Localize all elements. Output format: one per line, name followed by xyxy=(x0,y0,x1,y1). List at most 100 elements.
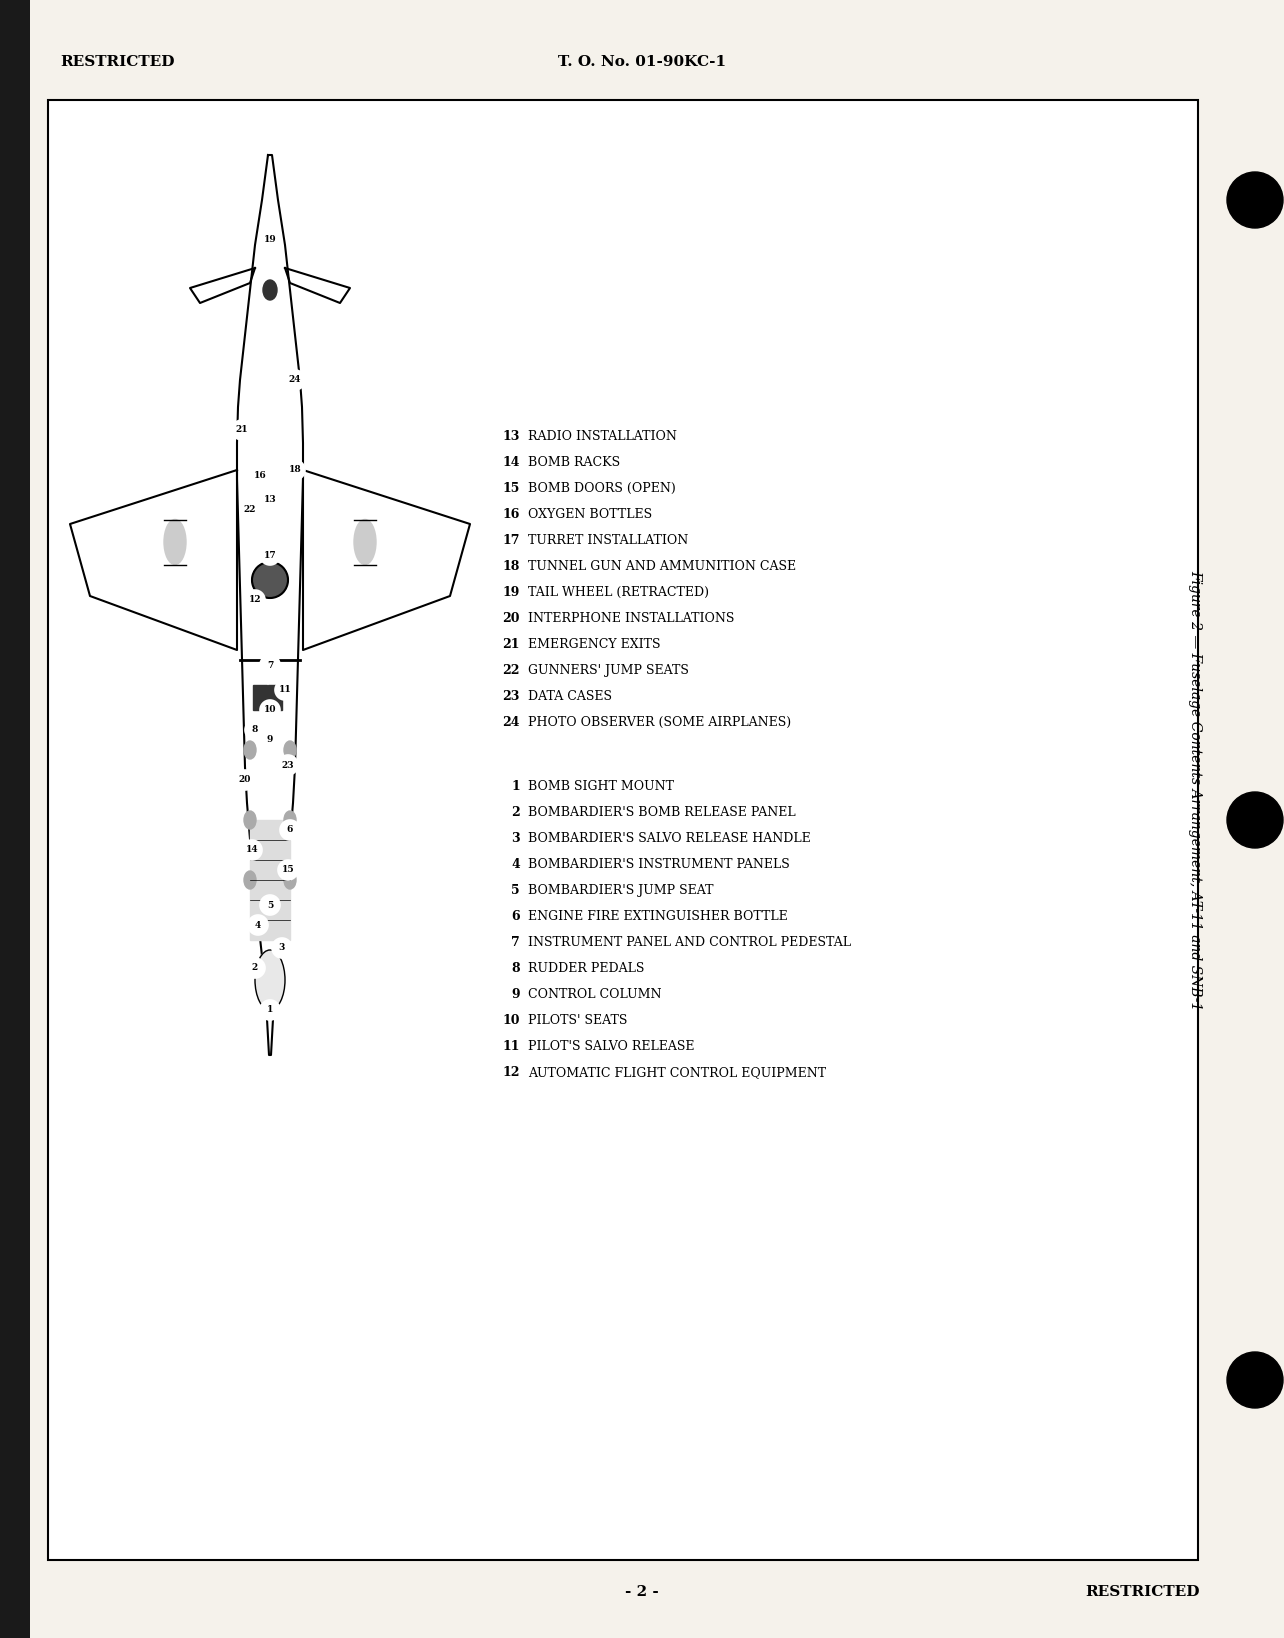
Text: ENGINE FIRE EXTINGUISHER BOTTLE: ENGINE FIRE EXTINGUISHER BOTTLE xyxy=(528,911,788,922)
Text: 23: 23 xyxy=(281,760,294,770)
Ellipse shape xyxy=(256,950,285,1011)
Text: BOMBARDIER'S BOMB RELEASE PANEL: BOMBARDIER'S BOMB RELEASE PANEL xyxy=(528,806,796,819)
Text: 16: 16 xyxy=(254,470,266,480)
Text: BOMB DOORS (OPEN): BOMB DOORS (OPEN) xyxy=(528,482,675,495)
Circle shape xyxy=(259,229,280,251)
Circle shape xyxy=(240,500,259,519)
Circle shape xyxy=(245,958,265,978)
Text: 21: 21 xyxy=(502,637,520,650)
Text: INSTRUMENT PANEL AND CONTROL PEDESTAL: INSTRUMENT PANEL AND CONTROL PEDESTAL xyxy=(528,935,851,948)
Circle shape xyxy=(272,939,291,958)
Text: 8: 8 xyxy=(511,962,520,975)
Text: GUNNERS' JUMP SEATS: GUNNERS' JUMP SEATS xyxy=(528,663,690,676)
Polygon shape xyxy=(303,470,470,650)
Circle shape xyxy=(245,590,265,609)
Text: 12: 12 xyxy=(249,596,262,604)
Text: 17: 17 xyxy=(502,534,520,547)
Circle shape xyxy=(285,370,306,390)
Text: RESTRICTED: RESTRICTED xyxy=(1085,1586,1201,1599)
Text: 3: 3 xyxy=(511,832,520,845)
Circle shape xyxy=(248,916,268,935)
Text: BOMB RACKS: BOMB RACKS xyxy=(528,455,620,468)
Text: 5: 5 xyxy=(267,901,273,909)
Circle shape xyxy=(279,755,298,775)
Text: 15: 15 xyxy=(502,482,520,495)
Circle shape xyxy=(259,1001,280,1020)
Circle shape xyxy=(275,680,295,699)
Text: CONTROL COLUMN: CONTROL COLUMN xyxy=(528,988,661,1001)
Bar xyxy=(250,821,290,940)
Text: 20: 20 xyxy=(502,613,520,626)
Ellipse shape xyxy=(244,740,256,758)
Text: Figure 2 — Fuselage Contents Arrangement, AT-11 and SNB-1: Figure 2 — Fuselage Contents Arrangement… xyxy=(1188,570,1202,1011)
Bar xyxy=(253,685,267,709)
Circle shape xyxy=(259,655,280,675)
Ellipse shape xyxy=(263,280,277,300)
Text: DATA CASES: DATA CASES xyxy=(528,690,612,703)
Text: 23: 23 xyxy=(502,690,520,703)
Text: RADIO INSTALLATION: RADIO INSTALLATION xyxy=(528,431,677,442)
Text: 6: 6 xyxy=(286,826,293,834)
Text: 6: 6 xyxy=(511,911,520,922)
Text: PILOTS' SEATS: PILOTS' SEATS xyxy=(528,1014,628,1027)
Ellipse shape xyxy=(354,519,376,565)
Circle shape xyxy=(279,860,298,880)
Text: 4: 4 xyxy=(511,858,520,871)
Text: OXYGEN BOTTLES: OXYGEN BOTTLES xyxy=(528,508,652,521)
Text: BOMB SIGHT MOUNT: BOMB SIGHT MOUNT xyxy=(528,780,674,793)
Circle shape xyxy=(1228,793,1283,848)
Ellipse shape xyxy=(164,519,186,565)
Circle shape xyxy=(259,699,280,721)
Text: 18: 18 xyxy=(502,560,520,573)
Text: BOMBARDIER'S SALVO RELEASE HANDLE: BOMBARDIER'S SALVO RELEASE HANDLE xyxy=(528,832,810,845)
Text: AUTOMATIC FLIGHT CONTROL EQUIPMENT: AUTOMATIC FLIGHT CONTROL EQUIPMENT xyxy=(528,1066,826,1079)
Text: 9: 9 xyxy=(511,988,520,1001)
Circle shape xyxy=(241,840,262,860)
Text: 22: 22 xyxy=(502,663,520,676)
Text: RESTRICTED: RESTRICTED xyxy=(60,56,175,69)
Text: 22: 22 xyxy=(244,506,257,514)
Text: 16: 16 xyxy=(502,508,520,521)
Text: BOMBARDIER'S JUMP SEAT: BOMBARDIER'S JUMP SEAT xyxy=(528,885,714,898)
Ellipse shape xyxy=(244,871,256,889)
Circle shape xyxy=(259,894,280,916)
Bar xyxy=(268,685,282,709)
Bar xyxy=(48,100,1198,1559)
Text: 19: 19 xyxy=(263,236,276,244)
Circle shape xyxy=(245,721,265,740)
Text: PHOTO OBSERVER (SOME AIRPLANES): PHOTO OBSERVER (SOME AIRPLANES) xyxy=(528,716,791,729)
Text: TUNNEL GUN AND AMMUNITION CASE: TUNNEL GUN AND AMMUNITION CASE xyxy=(528,560,796,573)
Text: 5: 5 xyxy=(511,885,520,898)
Circle shape xyxy=(259,545,280,565)
Circle shape xyxy=(1228,172,1283,228)
Text: 11: 11 xyxy=(502,1040,520,1053)
Text: 14: 14 xyxy=(502,455,520,468)
Text: T. O. No. 01-90KC-1: T. O. No. 01-90KC-1 xyxy=(559,56,725,69)
Text: 7: 7 xyxy=(267,660,273,670)
Circle shape xyxy=(250,465,270,485)
Text: 20: 20 xyxy=(239,775,252,785)
Text: 2: 2 xyxy=(252,963,258,973)
Bar xyxy=(0,0,30,1638)
Text: TAIL WHEEL (RETRACTED): TAIL WHEEL (RETRACTED) xyxy=(528,586,709,600)
Circle shape xyxy=(259,490,280,509)
Text: 10: 10 xyxy=(263,706,276,714)
Polygon shape xyxy=(238,156,303,1055)
Circle shape xyxy=(1228,1351,1283,1409)
Circle shape xyxy=(235,770,256,790)
Text: 1: 1 xyxy=(511,780,520,793)
Text: 4: 4 xyxy=(256,921,261,929)
Text: 24: 24 xyxy=(289,375,302,385)
Text: PILOT'S SALVO RELEASE: PILOT'S SALVO RELEASE xyxy=(528,1040,695,1053)
Text: 2: 2 xyxy=(511,806,520,819)
Text: 10: 10 xyxy=(502,1014,520,1027)
Text: 15: 15 xyxy=(281,865,294,875)
Text: 19: 19 xyxy=(502,586,520,600)
Ellipse shape xyxy=(284,811,297,829)
Text: INTERPHONE INSTALLATIONS: INTERPHONE INSTALLATIONS xyxy=(528,613,734,626)
Text: 17: 17 xyxy=(263,550,276,560)
Text: 3: 3 xyxy=(279,943,285,953)
Ellipse shape xyxy=(284,740,297,758)
Circle shape xyxy=(252,562,288,598)
Text: 14: 14 xyxy=(245,845,258,855)
